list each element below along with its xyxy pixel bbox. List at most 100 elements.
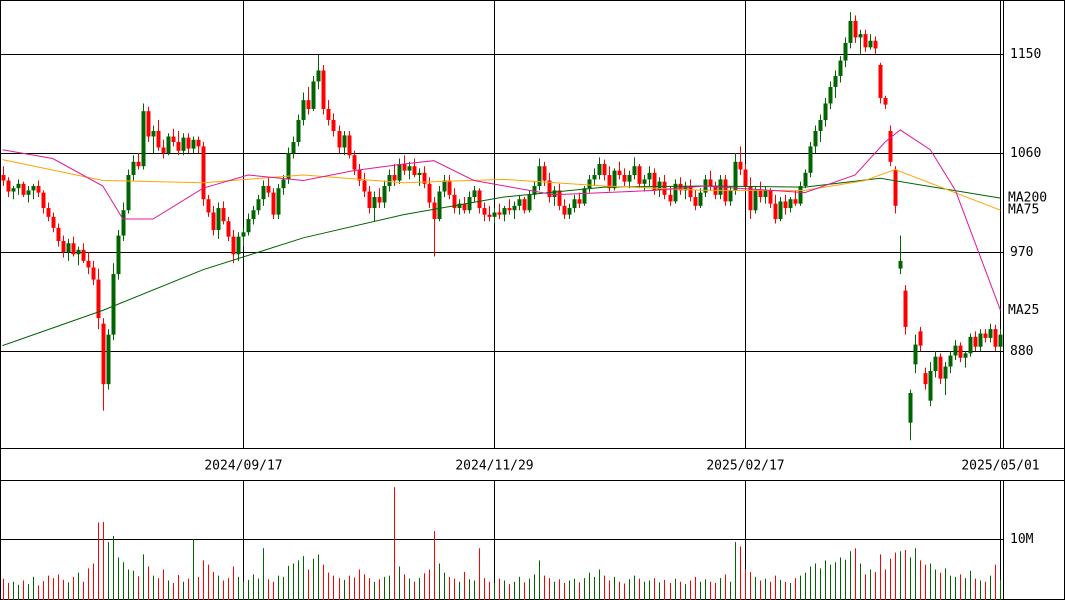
candle-body <box>803 172 808 187</box>
candle-body <box>522 199 527 211</box>
candle-body <box>627 175 632 182</box>
candle-body <box>848 20 853 43</box>
candle-body <box>517 199 522 206</box>
candle-body <box>953 345 958 356</box>
candle-body <box>447 180 452 195</box>
candle-body <box>347 135 352 156</box>
candle-body <box>276 188 281 215</box>
candle-body <box>226 221 231 237</box>
candle-body <box>788 199 793 209</box>
candle-body <box>151 130 156 137</box>
candle-body <box>943 366 948 379</box>
candle-body <box>532 186 537 195</box>
legend-label: MA75 <box>1008 203 1039 218</box>
candle-body <box>482 208 487 215</box>
candle-body <box>507 208 512 211</box>
candle-body <box>853 20 858 38</box>
candle-body <box>141 111 146 167</box>
x-tick-label: 2024/09/17 <box>204 459 282 474</box>
candle-body <box>963 353 968 358</box>
candle-body <box>678 183 683 191</box>
candle-body <box>592 175 597 180</box>
candle-body <box>422 172 427 184</box>
candle-body <box>693 197 698 206</box>
candle-body <box>958 345 963 358</box>
x-tick-label: 2024/11/29 <box>455 459 533 474</box>
candle-body <box>492 212 497 217</box>
candle-body <box>392 175 397 181</box>
candle-body <box>427 183 432 203</box>
candle-body <box>673 183 678 202</box>
candle-body <box>467 197 472 211</box>
candle-body <box>457 203 462 209</box>
candle-body <box>502 208 507 215</box>
candle-body <box>397 164 402 181</box>
candle-body <box>647 172 652 180</box>
y-tick-label: 880 <box>1010 344 1033 359</box>
ma-line <box>2 177 1001 347</box>
candle-body <box>71 243 76 255</box>
candle-body <box>998 334 1003 347</box>
candle-body <box>472 190 477 198</box>
candle-body <box>16 183 21 189</box>
candle-body <box>632 166 637 176</box>
candle-body <box>562 205 567 215</box>
candle-body <box>121 210 126 236</box>
candle-body <box>537 166 542 187</box>
candle-body <box>116 235 121 275</box>
candle-body <box>66 243 71 253</box>
candle-body <box>873 40 878 49</box>
candle-body <box>342 135 347 148</box>
candle-body <box>126 175 131 211</box>
candle-body <box>36 186 41 193</box>
candle-body <box>382 186 387 203</box>
candle-body <box>763 190 768 198</box>
candle-body <box>56 227 61 242</box>
candle-body <box>437 191 442 220</box>
candle-body <box>86 260 91 268</box>
candle-body <box>91 267 96 280</box>
candle-body <box>858 34 863 38</box>
candle-body <box>111 274 116 335</box>
candle-body <box>26 190 31 195</box>
candle-body <box>256 199 261 211</box>
candle-body <box>286 153 291 180</box>
candle-body <box>733 161 738 191</box>
candle-body <box>642 179 647 184</box>
ma-line <box>2 159 1001 211</box>
y-tick-label: 1150 <box>1010 47 1041 62</box>
candle-body <box>597 164 602 176</box>
candle-body <box>11 188 16 192</box>
candle-body <box>843 42 848 61</box>
candle-body <box>186 137 191 149</box>
candle-body <box>938 356 943 379</box>
candle-body <box>377 197 382 203</box>
candle-body <box>547 180 552 198</box>
candle-body <box>933 356 938 371</box>
candle-body <box>607 175 612 189</box>
candle-body <box>146 111 151 137</box>
candle-body <box>181 137 186 151</box>
candle-body <box>928 370 933 401</box>
candle-body <box>512 205 517 211</box>
candle-body <box>683 186 688 191</box>
candle-body <box>387 175 392 187</box>
candle-body <box>818 119 823 131</box>
candle-body <box>708 179 713 187</box>
candle-body <box>497 212 502 215</box>
y-tick-label: 1060 <box>1010 146 1041 161</box>
candle-body <box>417 172 422 176</box>
candle-body <box>582 188 587 204</box>
candle-body <box>236 236 241 255</box>
candle-body <box>552 190 557 198</box>
candle-body <box>688 186 693 198</box>
legend-label: MA200 <box>1008 191 1047 206</box>
candle-body <box>166 136 171 154</box>
candle-body <box>487 214 492 217</box>
candle-body <box>527 194 532 211</box>
candle-body <box>31 186 36 191</box>
candle-body <box>221 208 226 222</box>
candle-body <box>783 201 788 209</box>
candle-body <box>868 40 873 48</box>
candle-body <box>362 180 367 192</box>
